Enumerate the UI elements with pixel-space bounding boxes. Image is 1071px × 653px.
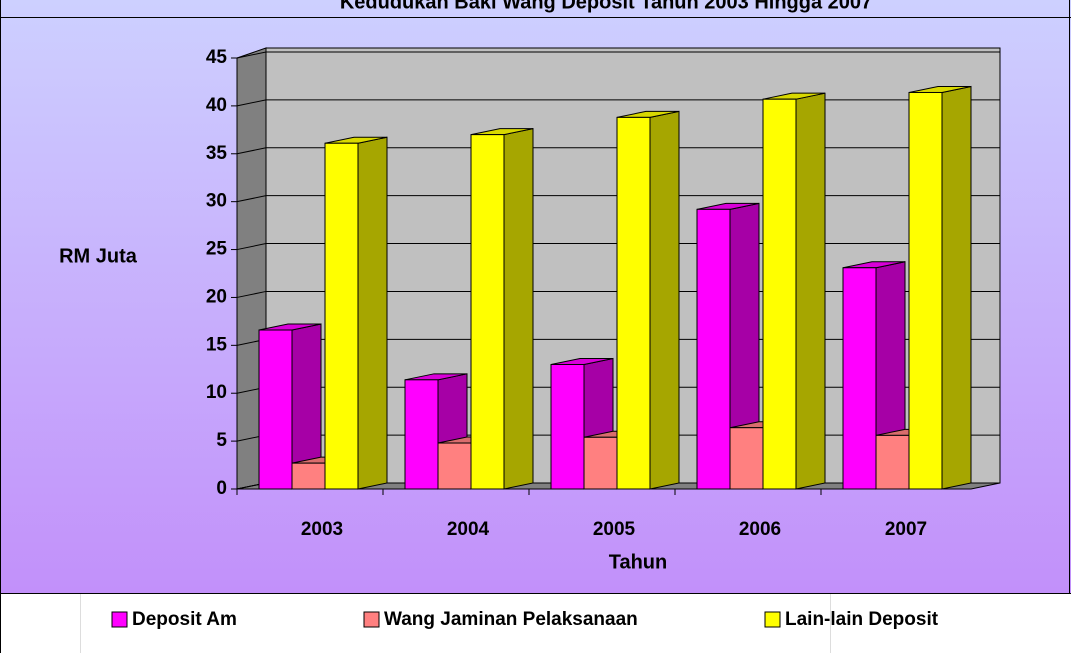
bar xyxy=(616,116,651,490)
bar xyxy=(729,427,764,490)
grid-line xyxy=(236,99,1000,107)
legend-label: Lain-lain Deposit xyxy=(785,609,939,630)
bar xyxy=(324,142,359,490)
x-tick-label: 2007 xyxy=(885,519,927,540)
bar xyxy=(550,363,585,490)
y-tick-label: 35 xyxy=(206,143,228,164)
y-tick-label: 40 xyxy=(206,95,227,116)
bar xyxy=(583,436,618,490)
x-axis-title: Tahun xyxy=(609,551,668,573)
chart-title: Kedudukan Baki Wang Deposit Tahun 2003 H… xyxy=(340,0,872,13)
bar xyxy=(437,442,472,490)
bar xyxy=(908,91,943,490)
bar xyxy=(842,267,877,490)
bar xyxy=(470,134,505,490)
x-tick-label: 2004 xyxy=(447,519,490,540)
y-tick-label: 5 xyxy=(216,430,227,451)
legend-swatch xyxy=(764,611,781,628)
bar-side xyxy=(649,110,680,490)
legend-label: Wang Jaminan Pelaksanaan xyxy=(384,609,638,630)
bar-side xyxy=(941,85,972,490)
bar xyxy=(404,379,439,490)
grid-line xyxy=(236,147,1000,155)
bar xyxy=(696,208,731,490)
legend-swatch xyxy=(363,611,380,628)
bar-side xyxy=(503,128,534,490)
bar-side xyxy=(357,136,388,490)
grid-line xyxy=(236,51,1000,59)
y-tick-label: 0 xyxy=(216,478,227,499)
bar xyxy=(875,434,910,490)
bar xyxy=(762,98,797,490)
legend-area xyxy=(0,593,1071,653)
y-tick-label: 45 xyxy=(206,47,228,68)
legend-swatch xyxy=(111,611,128,628)
bar xyxy=(258,329,293,490)
y-tick-label: 15 xyxy=(206,334,228,355)
x-tick-label: 2006 xyxy=(739,519,781,540)
y-tick-label: 10 xyxy=(206,382,227,403)
y-axis-title: RM Juta xyxy=(59,245,138,267)
bar xyxy=(291,462,326,490)
y-tick-label: 20 xyxy=(206,286,227,307)
legend-label: Deposit Am xyxy=(132,609,237,630)
y-tick-label: 30 xyxy=(206,191,227,212)
y-tick-label: 25 xyxy=(206,239,228,260)
x-tick-label: 2005 xyxy=(593,519,636,540)
x-tick-label: 2003 xyxy=(301,519,343,540)
grid-line xyxy=(236,195,1000,203)
bar-side xyxy=(795,92,826,490)
